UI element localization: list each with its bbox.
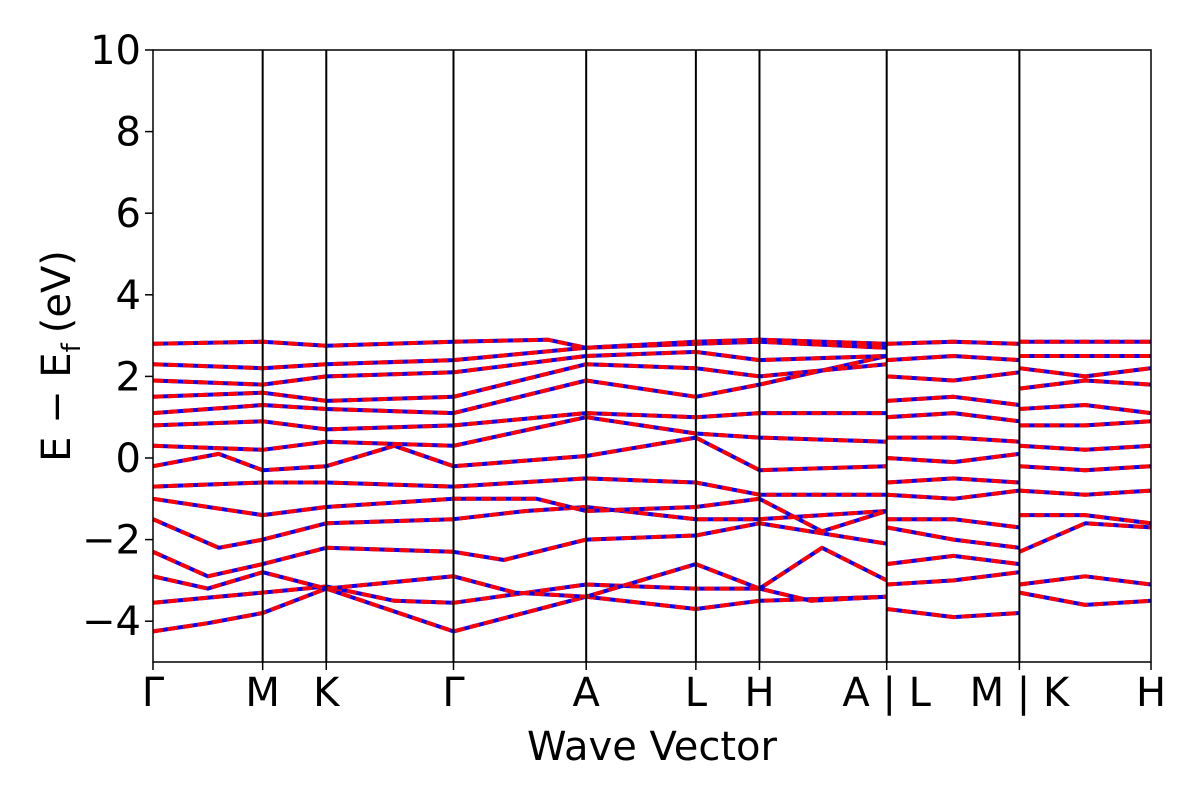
high-symmetry-lines (261, 50, 1021, 662)
x-tick-label: H (744, 670, 774, 716)
band-b14-spin-down (152, 339, 887, 371)
band-lines (152, 337, 1152, 634)
band-b13-spin-down (152, 349, 887, 387)
band-d6-spin-down (1019, 464, 1152, 473)
x-tick-label: A | L (842, 670, 931, 716)
band-c14-spin-down (886, 339, 1020, 346)
band-b5-spin-down (152, 505, 887, 550)
y-tick-label: 8 (116, 110, 141, 156)
band-c5-spin-down (886, 517, 1020, 530)
x-tick-label: L (685, 670, 708, 716)
band-c8-spin-down (886, 451, 1020, 465)
band-b1-spin-down (152, 586, 887, 634)
band-b15-spin-down (152, 337, 887, 350)
band-b9-spin-down (152, 415, 887, 452)
y-tick-label: −2 (82, 518, 141, 564)
y-axis-ticks: −4 −2 0 2 4 6 8 10 (82, 28, 153, 645)
band-b6-spin-down (152, 496, 888, 534)
band-c2-spin-down (886, 570, 1020, 587)
band-d11-spin-down (1019, 366, 1152, 379)
y-axis-label-sub: f (57, 342, 87, 352)
x-tick-label: M (245, 670, 280, 716)
band-c6-spin-down (886, 488, 1020, 501)
band-c12-spin-down (886, 370, 1020, 383)
band-d4-spin-down (1019, 513, 1152, 526)
band-c9-spin-down (886, 435, 1020, 444)
y-tick-label: 0 (116, 436, 141, 482)
x-tick-label: H (1136, 670, 1166, 716)
x-tick-label: A (573, 670, 601, 716)
band-d2-spin-down (1019, 574, 1152, 587)
band-b12-spin-down (152, 362, 887, 403)
band-d1-spin-down (1019, 590, 1152, 607)
x-tick-label: Γ (142, 670, 165, 716)
band-b8-spin-down (152, 435, 887, 473)
band-b7-spin-down (152, 476, 887, 497)
band-b11-spin-down (152, 354, 888, 416)
y-tick-label: −4 (82, 599, 141, 645)
band-b3-spin-down (152, 545, 888, 599)
band-c4-spin-down (886, 525, 1020, 550)
band-c11-spin-down (886, 394, 1020, 407)
x-tick-label: M | K (970, 670, 1071, 716)
band-c1-spin-down (886, 607, 1020, 620)
y-axis-label: E − Ef (eV) (34, 250, 87, 462)
band-d10-spin-down (1019, 378, 1152, 391)
y-tick-label: 6 (116, 191, 141, 237)
band-c7-spin-down (886, 476, 1020, 485)
x-axis-label: Wave Vector (527, 724, 778, 770)
plot-frame (152, 49, 1152, 663)
y-tick-label: 2 (116, 354, 141, 400)
band-b4-spin-down (152, 521, 888, 579)
band-d3-spin-up (1018, 521, 1152, 554)
band-c10-spin-down (886, 411, 1020, 424)
band-d3-spin-down (1018, 521, 1152, 554)
x-tick-label: Γ (442, 670, 465, 716)
band-c13-spin-down (886, 354, 1020, 363)
y-tick-label: 10 (90, 28, 141, 74)
band-d8-spin-down (1019, 419, 1152, 428)
band-c3-spin-down (886, 553, 1020, 567)
y-axis-label-unit: (eV) (34, 250, 80, 333)
y-axis-label-main: E − E (34, 352, 80, 462)
x-tick-label: K (313, 670, 341, 716)
y-tick-label: 4 (116, 273, 141, 319)
band-d5-spin-down (1019, 488, 1152, 497)
band-b10-spin-down (152, 411, 887, 432)
band-d9-spin-down (1019, 403, 1152, 416)
band-d7-spin-down (1019, 443, 1152, 452)
